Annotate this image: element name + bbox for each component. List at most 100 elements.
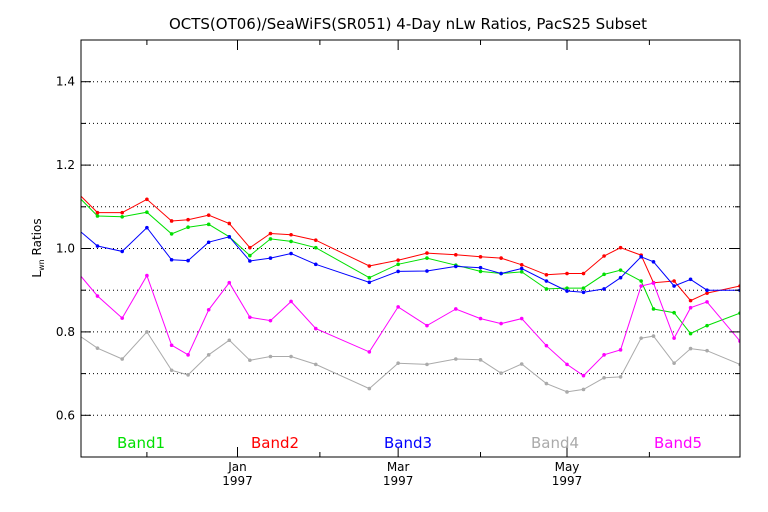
data-point (367, 275, 372, 280)
y-tick-label: 1.4 (56, 75, 75, 89)
data-point (454, 252, 458, 257)
data-point (519, 316, 524, 321)
data-point (248, 245, 252, 250)
x-tick-label-month: May (555, 460, 580, 474)
data-point (396, 258, 400, 262)
data-point (618, 245, 623, 250)
data-point (206, 307, 211, 312)
data-point (544, 279, 549, 283)
series-band5 (81, 273, 740, 378)
data-point (396, 269, 400, 274)
data-point (454, 264, 458, 269)
data-point (227, 235, 232, 239)
data-point (478, 316, 483, 321)
data-point (186, 373, 190, 377)
data-point (454, 307, 458, 311)
legend: Band1 Band2 Band3 Band4 Band5 (117, 434, 702, 452)
data-point (639, 255, 643, 259)
legend-entry-band2: Band2 (251, 434, 299, 452)
data-point (313, 362, 318, 367)
data-point (268, 231, 273, 236)
data-point (544, 343, 549, 348)
data-point (618, 348, 623, 352)
data-point (75, 332, 79, 336)
data-point (206, 353, 211, 357)
data-point (367, 386, 372, 391)
data-point (289, 299, 293, 304)
data-point (478, 269, 483, 274)
data-point (672, 310, 676, 315)
data-point (688, 346, 693, 351)
data-point (519, 262, 524, 267)
y-axis-label: Lwn Ratios (30, 218, 46, 277)
data-point (227, 221, 232, 226)
data-point (248, 358, 252, 363)
data-point (289, 239, 293, 244)
data-point (581, 373, 586, 378)
y-tick-label: 0.6 (56, 408, 75, 422)
legend-entry-band1: Band1 (117, 434, 165, 452)
data-point (227, 338, 232, 343)
data-point (396, 305, 400, 309)
data-point (602, 272, 606, 277)
data-point (186, 217, 190, 222)
series-line (81, 226, 740, 293)
data-point (248, 259, 252, 263)
data-point (602, 287, 606, 291)
data-point (186, 258, 190, 263)
data-point (499, 256, 503, 260)
x-tick-label-year: 1997 (383, 474, 414, 488)
data-point (425, 323, 429, 328)
data-point (581, 286, 586, 290)
data-point (499, 271, 503, 276)
data-point (268, 256, 273, 260)
data-point (672, 361, 676, 365)
data-point (206, 240, 211, 245)
data-point (544, 287, 549, 291)
data-point (95, 210, 100, 215)
data-point (425, 256, 429, 260)
data-point (120, 316, 124, 320)
data-point (75, 227, 79, 231)
data-point (499, 321, 503, 326)
data-point (618, 268, 623, 272)
data-point (313, 262, 318, 267)
data-point (289, 232, 293, 237)
data-point (120, 249, 124, 254)
data-point (206, 213, 211, 217)
chart-title: OCTS(OT06)/SeaWiFS(SR051) 4-Day nLw Rati… (169, 15, 647, 33)
data-point (519, 266, 524, 271)
data-point (206, 222, 211, 227)
data-point (396, 262, 400, 267)
series-band3 (75, 225, 740, 295)
data-point (454, 357, 458, 361)
data-point (688, 277, 693, 282)
y-tick-label: 1.0 (56, 242, 75, 256)
data-point (639, 279, 643, 283)
data-point (651, 334, 656, 338)
data-point (705, 300, 709, 304)
data-point (120, 357, 124, 361)
data-point (705, 288, 709, 293)
series-layer (75, 195, 740, 394)
series-band4 (75, 330, 740, 394)
series-line (81, 331, 740, 393)
data-point (688, 298, 693, 303)
data-point (367, 350, 372, 354)
data-point (396, 361, 400, 365)
data-point (478, 255, 483, 259)
data-point (425, 362, 429, 367)
data-point (227, 280, 232, 285)
data-point (169, 368, 174, 373)
data-point (367, 280, 372, 285)
data-point (313, 326, 318, 331)
data-point (581, 387, 586, 392)
data-point (544, 272, 549, 277)
data-point (688, 331, 693, 336)
series-line (81, 274, 740, 377)
data-point (478, 358, 483, 362)
data-point (581, 271, 586, 276)
data-point (478, 265, 483, 270)
